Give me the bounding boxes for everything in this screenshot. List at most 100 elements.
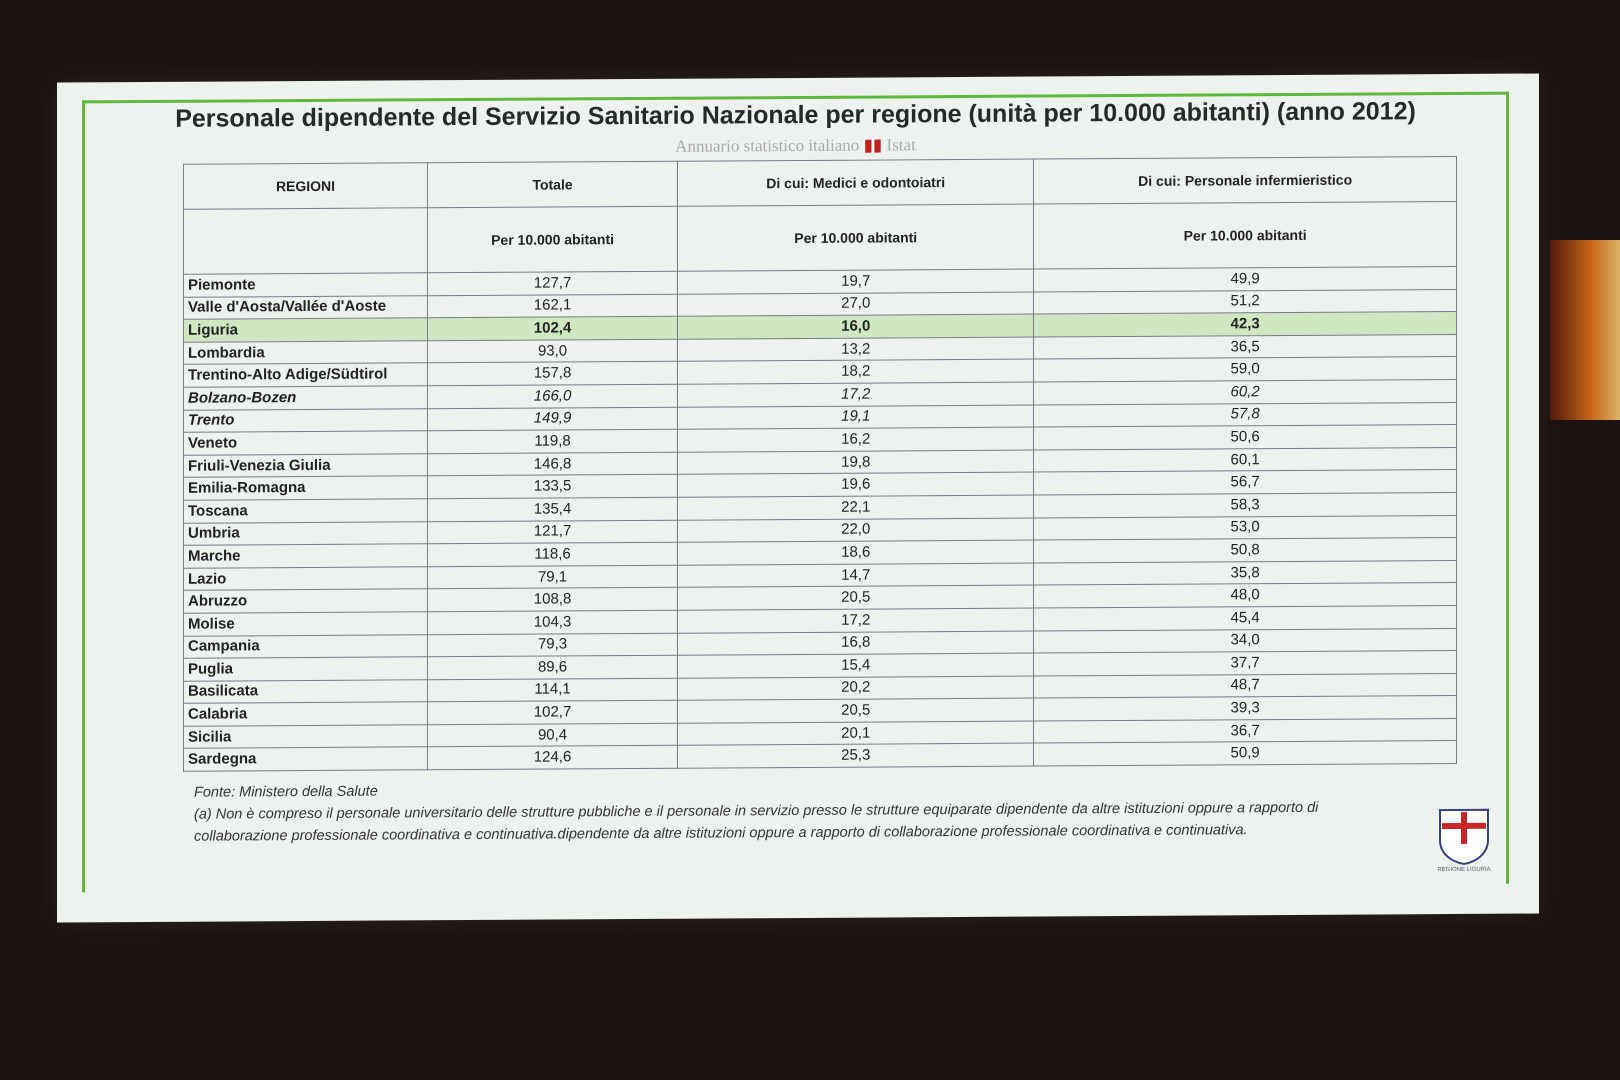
header-regioni: REGIONI [183, 162, 428, 210]
totale-cell: 114,1 [427, 677, 678, 703]
infermieri-cell: 39,3 [1033, 695, 1457, 721]
infermieri-cell: 42,3 [1033, 311, 1457, 337]
medici-cell: 16,8 [677, 630, 1034, 656]
region-cell: Trentino-Alto Adige/Südtirol [183, 363, 428, 388]
subheader-infermieri: Per 10.000 abitanti [1033, 201, 1457, 270]
regione-liguria-logo-icon [1439, 808, 1489, 865]
medici-cell: 27,0 [677, 291, 1034, 317]
region-cell: Lazio [183, 566, 428, 591]
region-cell: Umbria [183, 521, 428, 546]
region-cell: Valle d'Aosta/Vallée d'Aoste [183, 295, 428, 320]
medici-cell: 13,2 [677, 336, 1034, 362]
totale-cell: 102,4 [427, 316, 678, 341]
footnote-note: (a) Non è compreso il personale universi… [194, 799, 1319, 845]
infermieri-cell: 50,9 [1033, 740, 1457, 767]
medici-cell: 19,8 [677, 449, 1034, 475]
istat-logo-icon: ▮▮ [863, 135, 883, 155]
medici-cell: 19,6 [677, 472, 1034, 498]
totale-cell: 146,8 [427, 451, 678, 477]
header-row: REGIONI Totale Di cui: Medici e odontoia… [183, 156, 1457, 210]
infermieri-cell: 50,6 [1033, 424, 1457, 450]
header-totale: Totale [427, 161, 678, 208]
medici-cell: 19,7 [677, 269, 1034, 294]
infermieri-cell: 56,7 [1033, 469, 1457, 495]
medici-cell: 18,2 [677, 359, 1034, 385]
medici-cell: 20,1 [677, 720, 1034, 746]
totale-cell: 104,3 [427, 610, 678, 635]
data-table: REGIONI Totale Di cui: Medici e odontoia… [183, 156, 1457, 772]
infermieri-cell: 48,0 [1033, 582, 1457, 608]
totale-cell: 124,6 [427, 745, 678, 770]
region-cell: Sicilia [183, 724, 428, 749]
region-cell: Sardegna [183, 747, 428, 772]
medici-cell: 17,2 [677, 382, 1034, 407]
totale-cell: 102,7 [427, 700, 678, 725]
infermieri-cell: 58,3 [1033, 492, 1457, 518]
infermieri-cell: 34,0 [1033, 627, 1457, 654]
infermieri-cell: 50,8 [1033, 537, 1457, 563]
istat-brand: Istat [886, 135, 916, 155]
medici-cell: 20,5 [677, 698, 1034, 724]
infermieri-cell: 49,9 [1033, 266, 1457, 292]
region-cell: Campania [183, 634, 428, 659]
totale-cell: 135,4 [427, 497, 678, 522]
region-cell: Calabria [183, 702, 428, 727]
region-cell: Basilicata [183, 679, 428, 704]
table-body: Piemonte 127,7 19,7 49,9 Valle d'Aosta/Vallé… [183, 266, 1457, 772]
infermieri-cell: 35,8 [1033, 560, 1457, 586]
infermieri-cell: 45,4 [1033, 605, 1457, 631]
totale-cell: 89,6 [427, 655, 678, 680]
totale-cell: 93,0 [427, 339, 678, 364]
medici-cell: 15,4 [677, 653, 1034, 678]
totale-cell: 118,6 [427, 542, 678, 567]
region-cell: Puglia [183, 656, 428, 681]
medici-cell: 18,6 [677, 540, 1034, 565]
totale-cell: 166,0 [427, 384, 678, 409]
region-cell: Veneto [183, 430, 428, 456]
region-cell: Abruzzo [183, 589, 428, 614]
region-cell: Molise [183, 611, 428, 636]
medici-cell: 16,0 [677, 314, 1034, 340]
region-cell: Lombardia [183, 340, 428, 365]
projected-slide: Personale dipendente del Servizio Sanita… [57, 73, 1539, 923]
region-cell: Friuli-Venezia Giulia [183, 453, 428, 478]
logo-text: REGIONE LIGURIA [1437, 866, 1491, 874]
subheader-medici: Per 10.000 abitanti [677, 204, 1034, 272]
subheader-row: Per 10.000 abitanti Per 10.000 abitanti … [183, 201, 1457, 275]
infermieri-cell: 60,2 [1033, 379, 1457, 405]
region-cell: Bolzano-Bozen [183, 385, 428, 410]
infermieri-cell: 48,7 [1033, 673, 1457, 699]
header-medici: Di cui: Medici e odontoiatri [677, 159, 1034, 207]
infermieri-cell: 57,8 [1033, 402, 1457, 428]
totale-cell: 133,5 [427, 474, 678, 499]
totale-cell: 90,4 [427, 723, 678, 748]
totale-cell: 79,1 [427, 564, 678, 590]
medici-cell: 14,7 [677, 562, 1034, 588]
region-cell: Emilia-Romagna [183, 476, 428, 501]
totale-cell: 127,7 [427, 271, 678, 296]
region-cell: Liguria [183, 317, 428, 343]
region-cell: Toscana [183, 498, 428, 523]
medici-cell: 17,2 [677, 607, 1034, 633]
region-cell: Trento [183, 408, 428, 433]
slide-content: Personale dipendente del Servizio Sanita… [82, 96, 1509, 849]
infermieri-cell: 59,0 [1033, 356, 1457, 383]
region-cell: Piemonte [183, 272, 428, 297]
totale-cell: 108,8 [427, 587, 678, 612]
medici-cell: 16,2 [677, 427, 1034, 452]
totale-cell: 79,3 [427, 632, 678, 657]
medici-cell: 22,0 [677, 517, 1034, 543]
region-cell: Marche [183, 543, 428, 568]
totale-cell: 149,9 [427, 406, 678, 431]
totale-cell: 157,8 [427, 361, 678, 386]
infermieri-cell: 36,5 [1033, 334, 1457, 360]
slide-title: Personale dipendente del Servizio Sanita… [175, 97, 1416, 133]
totale-cell: 162,1 [427, 293, 678, 318]
totale-cell: 121,7 [427, 519, 678, 544]
stage-light [1550, 240, 1620, 420]
medici-cell: 25,3 [677, 743, 1034, 769]
logo-block: REGIONE LIGURIA [1429, 806, 1499, 874]
subheader-regioni [183, 207, 428, 275]
medici-cell: 19,1 [677, 404, 1034, 430]
infermieri-cell: 36,7 [1033, 718, 1457, 744]
